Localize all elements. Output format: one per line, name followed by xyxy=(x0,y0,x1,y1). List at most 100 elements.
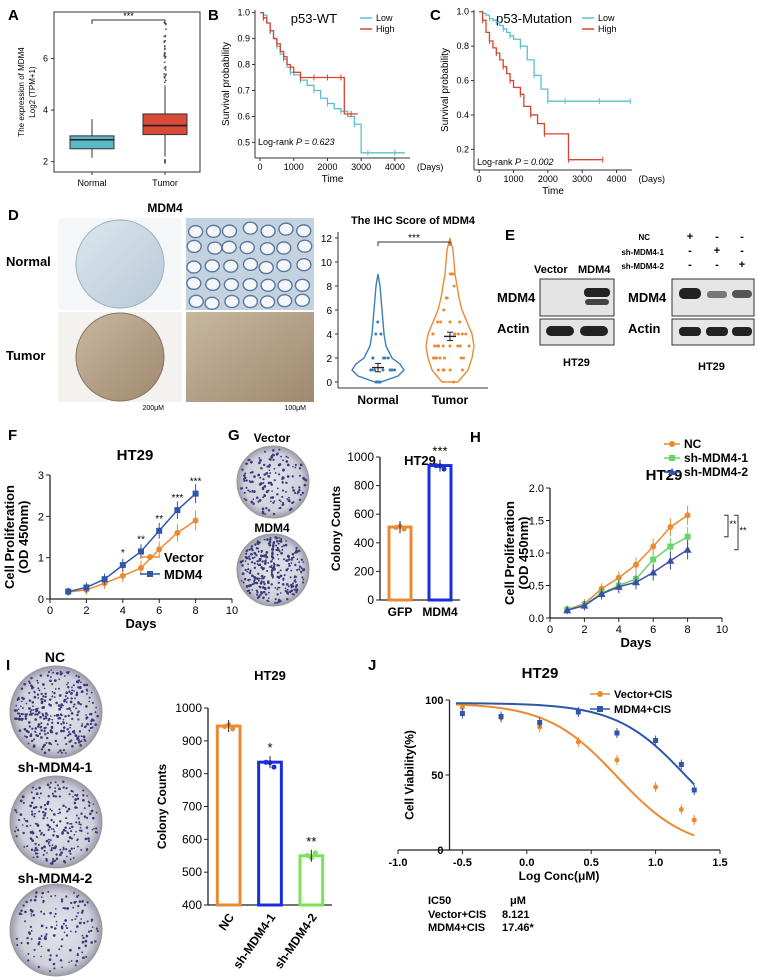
colony-dot xyxy=(281,503,285,507)
b-xtick-label-2: 2000 xyxy=(317,162,337,172)
colony-dot xyxy=(301,581,305,584)
c-title: p53-Mutation xyxy=(496,11,572,26)
colony-dot xyxy=(34,842,37,846)
colony-dot xyxy=(274,472,277,474)
colony-dot xyxy=(281,476,285,480)
colony-dot xyxy=(34,718,38,721)
panel-a-boxplot: 2 4 6 The expression of MDM4 Log2 (TPM+1) Nor… xyxy=(17,11,201,188)
colony-dot xyxy=(95,811,98,814)
colony-dot xyxy=(277,558,280,560)
colony-dot xyxy=(38,829,42,832)
colony-dot xyxy=(262,577,265,580)
colony-dot xyxy=(82,735,86,739)
colony-dot xyxy=(32,738,35,741)
colony-dot xyxy=(65,829,67,832)
j-point-1 xyxy=(691,787,697,793)
colony-dot xyxy=(85,692,88,695)
colony-dot xyxy=(88,804,91,807)
colony-dot xyxy=(52,671,55,674)
colony-dot xyxy=(258,461,261,464)
colony-dot xyxy=(85,683,89,687)
d-xtick-label-0: Normal xyxy=(357,393,398,407)
colony-dot xyxy=(259,591,263,594)
colony-dot xyxy=(25,825,29,828)
colony-dot xyxy=(41,745,45,749)
colony-dot xyxy=(65,701,68,704)
colony-dot xyxy=(56,784,59,787)
colony-dot xyxy=(77,911,80,914)
d-point xyxy=(437,344,441,348)
h-point-0 xyxy=(633,561,639,568)
j-legend-marker-1 xyxy=(597,706,603,712)
colony-dot xyxy=(73,833,76,836)
colony-dot xyxy=(77,675,80,678)
colony-dot xyxy=(259,482,263,485)
ihc-crypt xyxy=(221,224,238,238)
colony-dot xyxy=(50,925,53,929)
colony-dot xyxy=(54,795,57,798)
colony-dot xyxy=(61,831,64,835)
colony-dot xyxy=(75,915,78,918)
f-legend-marker-0 xyxy=(147,554,153,560)
a-ylabel: The expression of MDM4 xyxy=(17,47,26,137)
colony-dot xyxy=(286,588,289,591)
colony-dot xyxy=(266,538,269,541)
c-xtick-label-1: 1000 xyxy=(503,174,523,184)
colony-dot xyxy=(44,726,47,729)
colony-dot xyxy=(258,585,261,588)
colony-dot xyxy=(250,545,254,548)
colony-dot xyxy=(44,935,47,938)
d-sig-stars: *** xyxy=(408,233,420,244)
colony-dot xyxy=(43,849,46,852)
colony-dot xyxy=(64,861,67,864)
colony-dot xyxy=(300,567,303,570)
colony-dot xyxy=(33,815,36,818)
a-outlier xyxy=(164,79,167,82)
a-ytick-label-1: 4 xyxy=(43,105,48,115)
colony-dot xyxy=(267,464,271,468)
colony-dot xyxy=(260,580,263,583)
d-point xyxy=(448,320,452,324)
colony-dot xyxy=(29,899,33,902)
band-actin-oe-1 xyxy=(546,326,574,336)
colony-dot xyxy=(36,836,39,839)
colony-dot xyxy=(77,718,80,721)
colony-dot xyxy=(246,570,249,573)
colony-dot xyxy=(274,602,276,604)
panel-h-proliferation: 0.0 0.5 1.0 1.5 2.0 0 2 4 6 8 10 Days Cell Prolifera… xyxy=(502,437,748,650)
colony-dot xyxy=(55,672,59,675)
colony-dot xyxy=(241,579,243,582)
a-outlier xyxy=(165,28,167,30)
colony-dot xyxy=(273,467,276,470)
colony-dot xyxy=(90,929,93,933)
colony-dot xyxy=(22,904,25,907)
colony-dot xyxy=(33,695,37,699)
f-line-1 xyxy=(68,493,197,593)
colony-dot xyxy=(278,598,281,601)
colony-dot xyxy=(28,707,31,710)
colony-dot xyxy=(45,741,48,744)
colony-dot xyxy=(40,896,43,898)
colony-dot xyxy=(251,556,254,560)
colony-dot xyxy=(65,671,68,674)
colony-dot xyxy=(46,802,49,806)
j-xtick-label-4: 1.0 xyxy=(648,857,663,869)
f-star-3: *** xyxy=(172,493,184,504)
ihc-crypt xyxy=(223,259,239,273)
colony-dot xyxy=(59,848,62,851)
colony-dot xyxy=(59,959,63,962)
colony-dot xyxy=(272,458,275,461)
colony-dot xyxy=(83,815,87,818)
i-point-0 xyxy=(230,726,236,732)
colony-dot xyxy=(37,697,40,699)
a-outlier xyxy=(164,74,167,77)
colony-dot xyxy=(277,586,279,589)
colony-dot xyxy=(30,912,33,915)
colony-dot xyxy=(43,751,47,755)
d-ytick-label-6: 12 xyxy=(321,234,333,245)
colony-dots-i xyxy=(13,669,99,973)
colony-dot xyxy=(242,474,246,477)
band-kd-sh1 xyxy=(707,291,727,298)
colony-dot xyxy=(55,954,58,957)
f-star-0: * xyxy=(121,548,125,559)
